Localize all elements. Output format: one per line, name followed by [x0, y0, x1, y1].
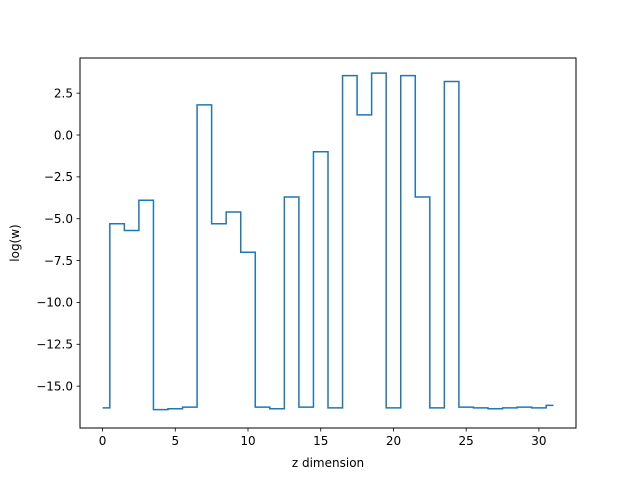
x-axis: 0 5 10 15 20 25 30 — [99, 428, 547, 448]
plot-area — [102, 72, 554, 411]
y-axis: −15.0 −12.5 −10.0 −7.5 −5.0 −2.5 0.0 2.5 — [36, 86, 80, 393]
y-tick-label: −5.0 — [44, 212, 73, 226]
x-tick-label: 20 — [386, 434, 401, 448]
axes-frame — [79, 57, 577, 429]
x-axis-label: z dimension — [292, 456, 364, 470]
y-tick-label: 2.5 — [54, 86, 73, 100]
x-tick-label: 25 — [459, 434, 474, 448]
y-axis-label: log(w) — [8, 224, 22, 261]
y-tick-label: −2.5 — [44, 170, 73, 184]
x-tick-label: 10 — [240, 434, 255, 448]
series-line — [102, 72, 554, 411]
x-tick-label: 0 — [99, 434, 107, 448]
y-tick-label: −10.0 — [36, 296, 73, 310]
y-tick-label: −12.5 — [36, 338, 73, 352]
x-tick-label: 30 — [531, 434, 546, 448]
x-tick-label: 5 — [171, 434, 179, 448]
y-tick-label: −15.0 — [36, 379, 73, 393]
y-tick-label: −7.5 — [44, 254, 73, 268]
y-tick-label: 0.0 — [54, 128, 73, 142]
x-tick-label: 15 — [313, 434, 328, 448]
